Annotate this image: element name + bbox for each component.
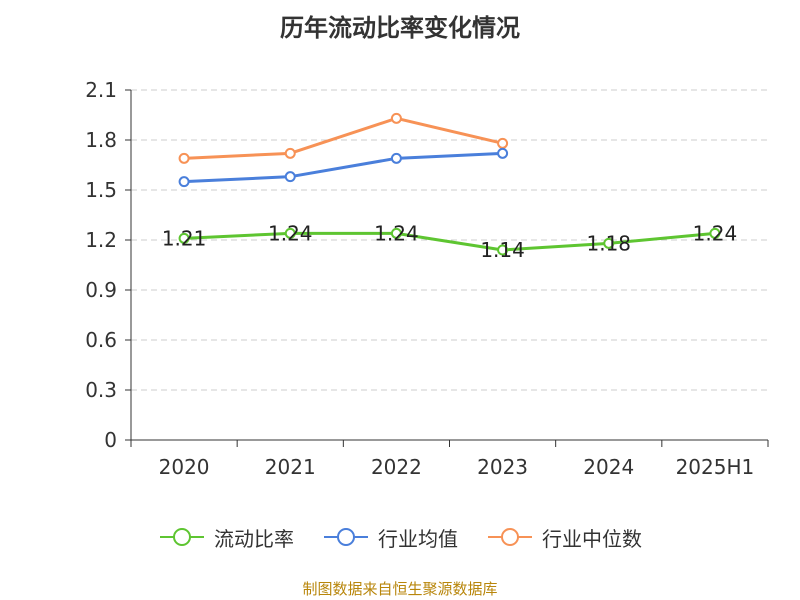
series-line-1 xyxy=(184,151,503,184)
y-tick-label: 0.9 xyxy=(85,278,117,302)
data-point-series-2 xyxy=(497,137,509,149)
data-label: 1.21 xyxy=(162,226,207,250)
data-point-series-0 xyxy=(390,227,402,239)
legend-label-industry-median: 行业中位数 xyxy=(542,526,642,551)
y-tick-label: 2.1 xyxy=(85,78,117,102)
x-tick-label: 2024 xyxy=(583,455,634,479)
x-tick-label: 2023 xyxy=(477,455,528,479)
data-point-series-1 xyxy=(390,152,402,164)
series-line-2 xyxy=(184,116,503,160)
legend-label-current-ratio: 流动比率 xyxy=(214,526,294,551)
y-tick-label: 1.5 xyxy=(85,178,117,202)
data-point-series-1 xyxy=(284,171,296,183)
y-tick-label: 0.6 xyxy=(85,328,117,352)
data-label: 1.18 xyxy=(586,231,631,255)
data-point-series-0 xyxy=(709,227,721,239)
legend-label-industry-mean: 行业均值 xyxy=(378,526,458,551)
y-tick-label: 0.3 xyxy=(85,378,117,402)
data-label: 1.24 xyxy=(268,221,313,245)
data-label: 1.14 xyxy=(480,238,525,262)
data-point-series-1 xyxy=(178,176,190,188)
chart-title: 历年流动比率变化情况 xyxy=(280,14,520,42)
legend-item-current-ratio[interactable]: 流动比率 xyxy=(158,523,294,552)
legend-marker-industry-mean xyxy=(324,528,368,546)
data-point-series-0 xyxy=(603,237,615,249)
x-tick-label: 2021 xyxy=(265,455,316,479)
y-tick-label: 1.8 xyxy=(85,128,117,152)
data-point-series-2 xyxy=(390,112,402,124)
legend-marker-industry-median xyxy=(488,528,532,546)
data-point-series-0 xyxy=(284,227,296,239)
data-label: 1.24 xyxy=(693,221,738,245)
y-tick-label: 0 xyxy=(104,428,117,452)
x-tick-label: 2020 xyxy=(159,455,210,479)
data-point-series-0 xyxy=(178,232,190,244)
data-label: 1.24 xyxy=(374,221,419,245)
y-tick-label: 1.2 xyxy=(85,228,117,252)
legend: 流动比率 行业均值 行业中位数 xyxy=(0,520,800,554)
data-point-series-0 xyxy=(497,244,509,256)
x-tick-label: 2022 xyxy=(371,455,422,479)
source-note: 制图数据来自恒生聚源数据库 xyxy=(302,580,498,598)
data-point-series-2 xyxy=(284,147,296,159)
legend-item-industry-mean[interactable]: 行业均值 xyxy=(322,523,458,552)
data-point-series-2 xyxy=(178,152,190,164)
legend-item-industry-median[interactable]: 行业中位数 xyxy=(486,523,642,552)
series-line-0 xyxy=(184,231,716,252)
data-point-series-1 xyxy=(497,147,509,159)
legend-marker-current-ratio xyxy=(160,528,204,546)
x-tick-label: 2025H1 xyxy=(676,455,755,479)
